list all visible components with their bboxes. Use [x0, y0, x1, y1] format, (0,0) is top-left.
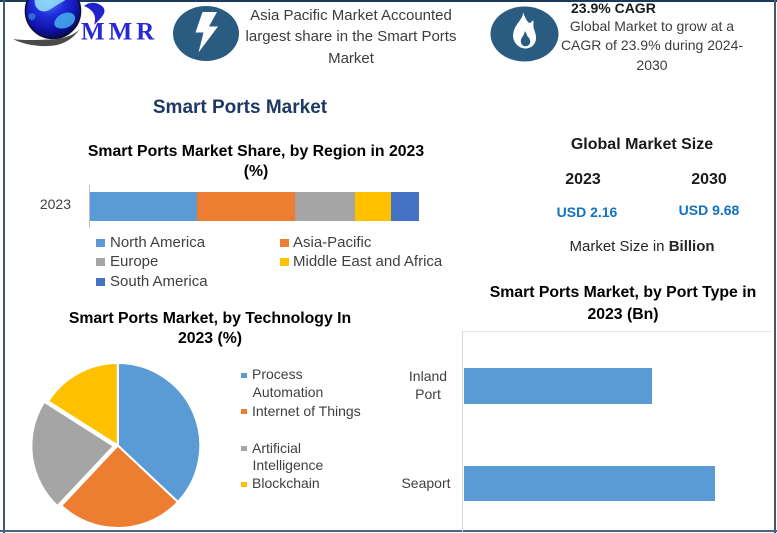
svg-text:MMR: MMR — [81, 19, 158, 46]
